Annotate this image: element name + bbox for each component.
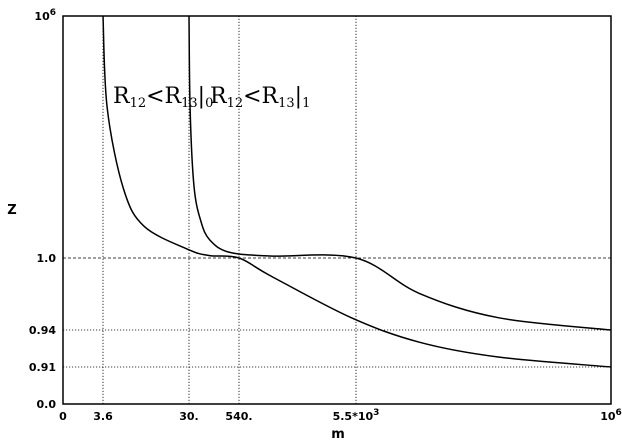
curves	[102, 15, 612, 368]
y-tick-label: 0.94	[29, 324, 56, 337]
x-tick-label: 30.	[179, 410, 199, 423]
x-axis-label: m	[331, 427, 345, 442]
y-tick-label: 0.91	[29, 361, 56, 374]
x-tick-label: 106	[600, 408, 622, 423]
guide-lines	[63, 16, 611, 404]
series-line-0	[102, 15, 612, 368]
x-tick-label: 3.6	[93, 410, 113, 423]
y-tick-label: 0.0	[37, 398, 57, 411]
y-axis-label: Z	[7, 203, 16, 218]
plot-frame	[62, 15, 612, 405]
y-tick-label: 106	[34, 8, 56, 23]
region-annotation: R12<R13|0	[113, 84, 213, 111]
series-line-1	[188, 15, 612, 331]
x-tick-label: 5.5*103	[333, 408, 380, 423]
y-tick-label: 1.0	[37, 252, 57, 265]
region-annotation: R12<R13|1	[210, 84, 310, 111]
y-axis-ticks: 0.0 0.91 0.94 1.0 106	[29, 8, 56, 411]
x-tick-label: 0	[59, 410, 67, 423]
x-axis-ticks: 0 3.6 30. 540. 5.5*103 106	[59, 408, 622, 423]
x-tick-label: 540.	[225, 410, 252, 423]
